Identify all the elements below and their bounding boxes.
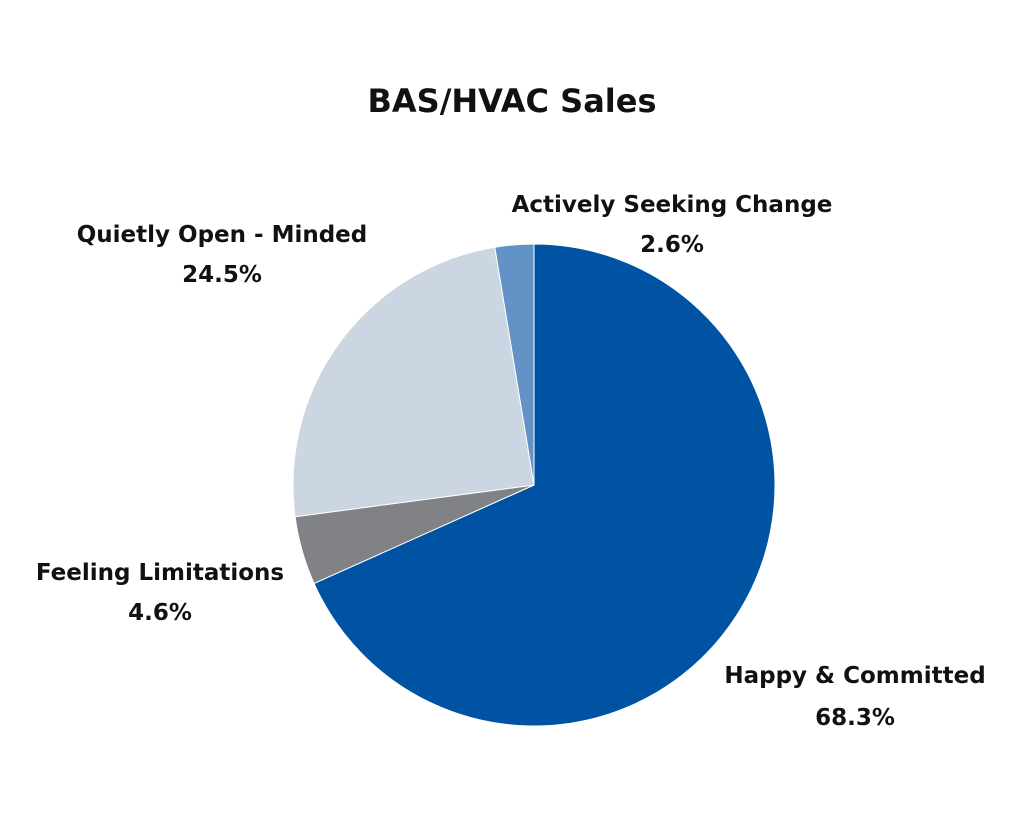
slice-labels: Happy & Committed 68.3% Feeling Limitation… <box>36 192 986 731</box>
slice-category-label: Happy & Committed <box>724 663 985 689</box>
slice-category-label: Actively Seeking Change <box>512 192 833 218</box>
slice-category-label: Quietly Open - Minded <box>77 222 368 248</box>
slice-value-label: 68.3% <box>815 705 895 731</box>
slice-value-label: 24.5% <box>182 262 262 288</box>
pie-slice-actively-seeking-change <box>494 243 535 486</box>
pie-slices <box>292 243 776 727</box>
chart-title: BAS/HVAC Sales <box>367 82 656 120</box>
slice-value-label: 4.6% <box>128 600 192 626</box>
slice-value-label: 2.6% <box>640 232 704 258</box>
pie-slice-quietly-open-minded <box>292 246 535 518</box>
slice-category-label: Feeling Limitations <box>36 560 284 586</box>
pie-slice-happy-committed <box>313 243 776 727</box>
